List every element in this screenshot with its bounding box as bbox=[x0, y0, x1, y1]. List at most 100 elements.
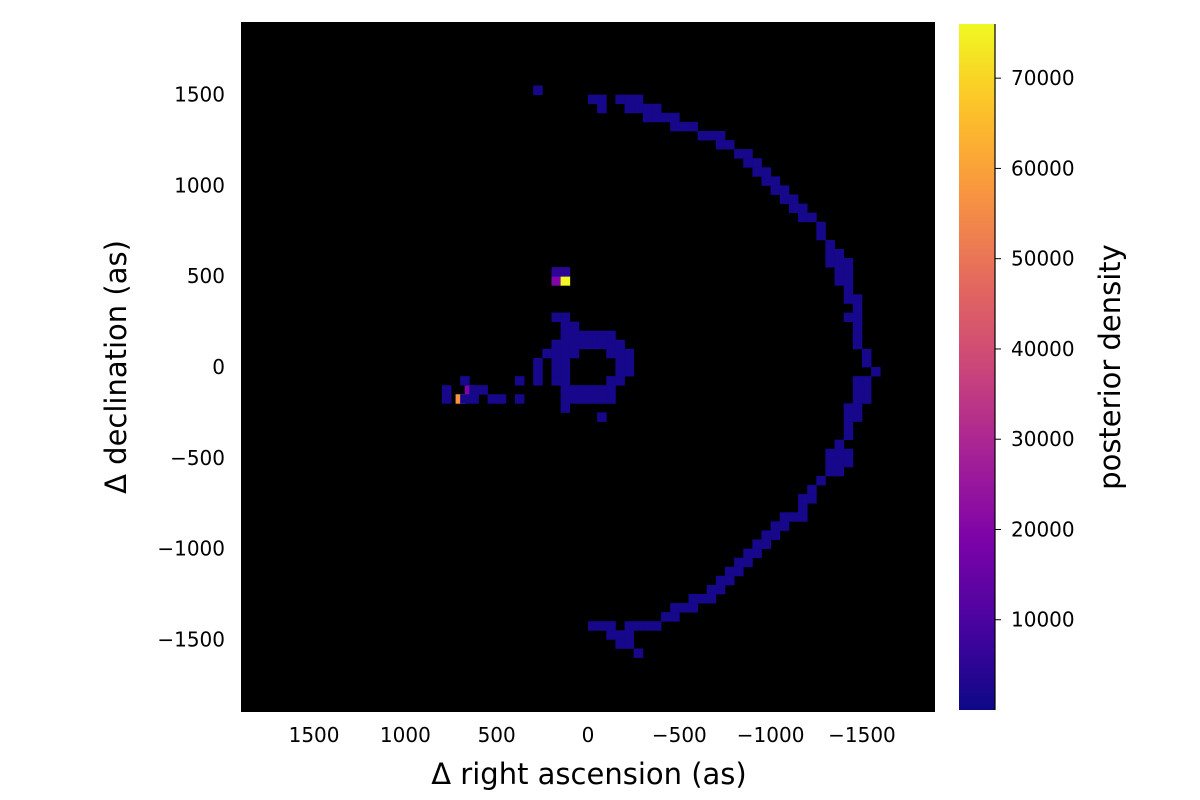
heatmap-cell bbox=[761, 530, 772, 540]
heatmap-cell bbox=[734, 566, 744, 577]
y-tick-label: 1000 bbox=[174, 173, 225, 197]
heatmap-cell bbox=[615, 367, 625, 377]
colorbar-gradient bbox=[959, 24, 995, 710]
heatmap-cell bbox=[615, 639, 625, 649]
heatmap-cell bbox=[734, 149, 744, 159]
heatmap-cell bbox=[615, 357, 625, 368]
heatmap-cell bbox=[588, 621, 598, 631]
colorbar-tick-label: 60000 bbox=[1011, 156, 1075, 180]
heatmap-cell bbox=[688, 593, 698, 604]
heatmap-cell bbox=[843, 312, 854, 323]
heatmap-cell bbox=[761, 539, 772, 549]
heatmap-cell bbox=[469, 385, 479, 395]
heatmap-cell bbox=[724, 140, 735, 150]
heatmap-cell bbox=[642, 103, 653, 114]
heatmap-cell bbox=[551, 339, 561, 350]
x-tick-label: −1000 bbox=[737, 723, 805, 747]
heatmap-cell bbox=[861, 357, 872, 368]
heatmap-cell bbox=[560, 367, 571, 377]
plot-area bbox=[241, 22, 935, 712]
heatmap-cell bbox=[761, 167, 772, 177]
x-tick-label: −500 bbox=[652, 723, 707, 747]
heatmap-cell bbox=[843, 421, 854, 431]
heatmap-cell bbox=[843, 258, 854, 268]
heatmap-cell bbox=[734, 557, 744, 568]
heatmap-cell bbox=[551, 276, 561, 286]
heatmap-cell bbox=[834, 439, 845, 450]
colorbar-tick-label: 10000 bbox=[1011, 608, 1075, 632]
plot-background bbox=[241, 22, 935, 712]
heatmap-cell bbox=[569, 348, 580, 359]
heatmap-cell bbox=[798, 212, 808, 223]
heatmap-cell bbox=[606, 630, 616, 640]
heatmap-cell bbox=[560, 267, 571, 277]
heatmap-cell bbox=[798, 494, 808, 504]
heatmap-cell bbox=[661, 112, 671, 123]
heatmap-cell bbox=[560, 385, 571, 395]
heatmap-cell bbox=[788, 512, 799, 522]
heatmap-cell bbox=[542, 348, 552, 359]
heatmap-cell bbox=[843, 267, 854, 277]
heatmap-cell bbox=[560, 403, 571, 413]
heatmap-cell bbox=[843, 403, 854, 413]
heatmap-cell bbox=[569, 385, 580, 395]
heatmap-cell bbox=[606, 348, 616, 359]
heatmap-cell bbox=[441, 394, 452, 404]
heatmap-cell bbox=[460, 394, 470, 404]
heatmap-cell bbox=[752, 548, 762, 559]
heatmap-cell bbox=[560, 330, 571, 341]
heatmap-cell bbox=[852, 339, 863, 350]
heatmap-cell bbox=[478, 385, 488, 395]
heatmap-cell bbox=[597, 330, 607, 341]
heatmap-cell bbox=[706, 593, 717, 604]
heatmap-cell bbox=[560, 312, 571, 323]
heatmap-cell bbox=[551, 376, 561, 386]
heatmap-cell bbox=[597, 385, 607, 395]
heatmap-cell bbox=[816, 221, 826, 232]
heatmap-cell bbox=[752, 539, 762, 549]
heatmap-cell bbox=[715, 130, 726, 141]
heatmap-cell bbox=[560, 357, 571, 368]
heatmap-cell bbox=[770, 185, 781, 195]
heatmap-cell bbox=[861, 376, 872, 386]
heatmap-cell bbox=[441, 385, 452, 395]
heatmap-cell bbox=[624, 630, 635, 640]
heatmap-cell bbox=[597, 103, 607, 114]
heatmap-cell bbox=[633, 94, 644, 105]
heatmap-cell bbox=[569, 321, 580, 332]
heatmap-cell bbox=[779, 512, 790, 522]
heatmap-cell bbox=[670, 612, 680, 622]
heatmap-cell bbox=[724, 566, 735, 577]
heatmap-cell bbox=[752, 158, 762, 168]
heatmap-cell bbox=[560, 376, 571, 386]
heatmap-cell bbox=[615, 339, 625, 350]
heatmap-cell bbox=[852, 303, 863, 313]
heatmap-cell bbox=[852, 330, 863, 341]
colorbar-tick-label: 50000 bbox=[1011, 247, 1075, 271]
heatmap-cell bbox=[825, 239, 835, 250]
heatmap-cell bbox=[651, 103, 662, 114]
heatmap-cell bbox=[588, 94, 598, 105]
heatmap-cell bbox=[770, 521, 781, 531]
heatmap-cell bbox=[852, 312, 863, 323]
heatmap-cell bbox=[661, 612, 671, 622]
heatmap-cell bbox=[651, 621, 662, 631]
heatmap-cell bbox=[606, 376, 616, 386]
heatmap-cell bbox=[514, 394, 525, 404]
heatmap-cell bbox=[843, 276, 854, 286]
heatmap-cell bbox=[798, 503, 808, 513]
heatmap-cell bbox=[551, 357, 561, 368]
colorbar-tick-label: 40000 bbox=[1011, 337, 1075, 361]
heatmap-cell bbox=[852, 321, 863, 332]
colorbar-tick-label: 20000 bbox=[1011, 517, 1075, 541]
heatmap-cell bbox=[642, 112, 653, 123]
heatmap-cell bbox=[487, 394, 498, 404]
heatmap-cell bbox=[533, 376, 543, 386]
heatmap-cell bbox=[834, 448, 845, 459]
heatmap-cell bbox=[615, 376, 625, 386]
x-axis-title: Δ right ascension (as) bbox=[431, 757, 746, 791]
heatmap-cell bbox=[578, 385, 589, 395]
heatmap-cell bbox=[834, 248, 845, 259]
heatmap-cell bbox=[624, 94, 635, 105]
heatmap-cell bbox=[697, 593, 708, 604]
